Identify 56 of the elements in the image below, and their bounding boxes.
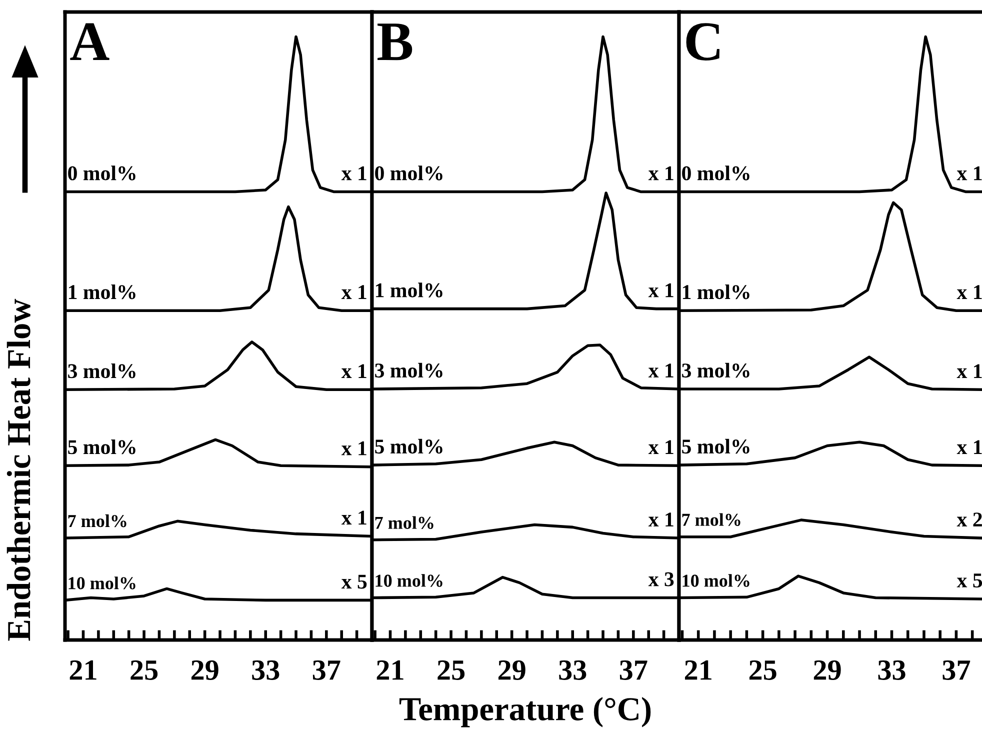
annotation: x 1 — [341, 166, 366, 180]
x-tick-label: 37 — [620, 660, 648, 680]
annotation: x 1 — [648, 440, 674, 454]
annotation: x 1 — [341, 364, 366, 378]
annotation: x 1 — [956, 285, 982, 299]
y-axis-title: Endothermic Heat Flow — [6, 298, 30, 641]
series-label: 0 mol% — [682, 166, 750, 180]
annotation: x 5 — [956, 574, 982, 588]
x-tick-label: 21 — [684, 660, 712, 680]
series-label: 0 mol% — [68, 166, 136, 180]
series-label: 5 mol% — [68, 440, 136, 454]
series-label: 5 mol% — [375, 438, 442, 454]
annotation: x 5 — [341, 574, 367, 589]
x-tick-label: 37 — [942, 660, 970, 680]
x-tick-label: 21 — [376, 660, 404, 680]
x-tick-label: 33 — [252, 660, 280, 680]
series-label: 10 mol% — [376, 574, 442, 587]
chart-title: C — [686, 23, 720, 61]
series-label: 1 mol% — [376, 282, 442, 298]
annotation: x 1 — [956, 364, 982, 378]
series-label: 10 mol% — [68, 576, 136, 590]
series-label: 1 mol% — [682, 284, 750, 300]
series-label: 7 mol% — [68, 514, 126, 528]
annotation: x 1 — [341, 441, 366, 456]
x-tick-label: 29 — [191, 660, 218, 680]
annotation: x 1 — [341, 510, 366, 525]
annotation: x 1 — [648, 166, 674, 180]
x-axis-title: Temperature (°C) — [399, 697, 651, 728]
annotation: x 1 — [648, 283, 674, 298]
x-tick-label: 25 — [749, 660, 776, 680]
x-tick-label: 37 — [312, 660, 340, 680]
chart-title: A — [70, 23, 110, 60]
x-tick-label: 33 — [878, 660, 906, 680]
series-label: 3 mol% — [375, 362, 442, 378]
x-tick-label: 33 — [559, 660, 586, 680]
series-label: 10 mol% — [682, 574, 750, 587]
x-tick-label: 21 — [70, 660, 96, 680]
series-label: 3 mol% — [682, 362, 750, 378]
annotation: x 1 — [956, 440, 982, 454]
series-label: 5 mol% — [682, 438, 750, 454]
annotation: x 1 — [341, 285, 366, 299]
x-tick-label: 25 — [130, 660, 158, 680]
annotation: x 3 — [648, 572, 674, 586]
annotation: x 1 — [648, 364, 674, 378]
x-tick-label: 29 — [814, 660, 841, 680]
series-label: 1 mol% — [68, 284, 136, 300]
series-label: 3 mol% — [68, 364, 136, 378]
chart-title: B — [378, 24, 412, 60]
x-tick-label: 29 — [498, 660, 526, 680]
annotation: x 1 — [956, 166, 982, 180]
series-label: 0 mol% — [375, 166, 442, 180]
x-tick-label: 25 — [438, 660, 465, 680]
series-label: 7 mol% — [375, 516, 434, 530]
series-label: 7 mol% — [682, 513, 740, 526]
annotation: x 1 — [648, 512, 674, 526]
annotation: x 2 — [956, 512, 982, 526]
